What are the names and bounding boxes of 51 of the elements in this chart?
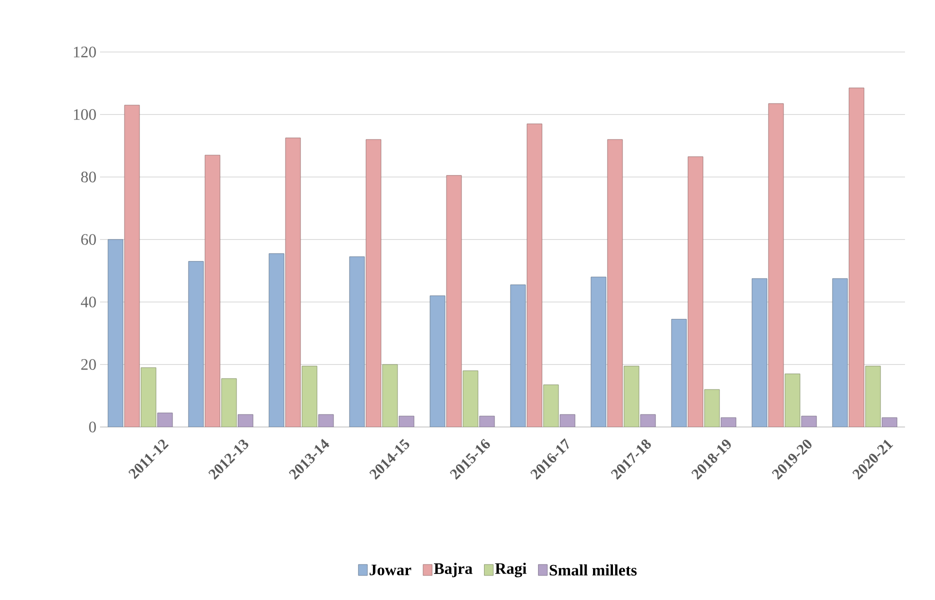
y-tick-label: 0 xyxy=(89,422,96,432)
bar xyxy=(462,370,478,427)
bar xyxy=(382,364,398,427)
bar xyxy=(268,253,284,427)
bar xyxy=(560,414,576,427)
bar xyxy=(430,296,446,427)
legend-label: Jowar xyxy=(370,564,412,576)
bar xyxy=(607,139,623,427)
bar xyxy=(398,416,414,427)
bar xyxy=(720,417,736,427)
y-tick-label: 120 xyxy=(74,46,96,58)
bar xyxy=(140,367,156,427)
bar xyxy=(157,412,173,427)
legend-label: Ragi xyxy=(495,562,526,578)
bar xyxy=(640,414,656,427)
bar xyxy=(832,278,848,427)
legend-label: Small millets xyxy=(550,564,637,576)
bar xyxy=(349,256,365,427)
bar xyxy=(688,156,704,427)
bar xyxy=(526,124,542,427)
bar xyxy=(752,278,768,427)
bar xyxy=(446,175,462,427)
bar xyxy=(848,88,864,427)
bar xyxy=(318,414,334,427)
legend-label: Bajra xyxy=(434,562,472,578)
bar xyxy=(624,366,640,427)
bar xyxy=(124,104,140,427)
y-tick-label: 80 xyxy=(81,172,96,182)
y-tick-label: 20 xyxy=(81,359,96,370)
y-tick-label: 100 xyxy=(74,109,96,120)
bar xyxy=(865,366,881,427)
y-tick-label: 40 xyxy=(80,296,96,308)
bar xyxy=(768,103,784,427)
bar xyxy=(108,239,124,427)
bar xyxy=(479,416,495,427)
bar xyxy=(510,284,526,427)
bar xyxy=(302,366,318,427)
bar xyxy=(671,318,687,427)
bar xyxy=(882,417,898,427)
bar xyxy=(801,416,817,427)
bar xyxy=(188,261,204,427)
bar xyxy=(543,384,559,427)
y-tick-label: 60 xyxy=(81,234,96,245)
bar xyxy=(590,276,606,427)
bar xyxy=(784,374,800,427)
bar xyxy=(238,414,254,427)
bar xyxy=(204,154,220,427)
bar xyxy=(366,139,382,427)
bar xyxy=(221,378,237,427)
bar xyxy=(704,389,720,427)
bar xyxy=(285,138,301,427)
